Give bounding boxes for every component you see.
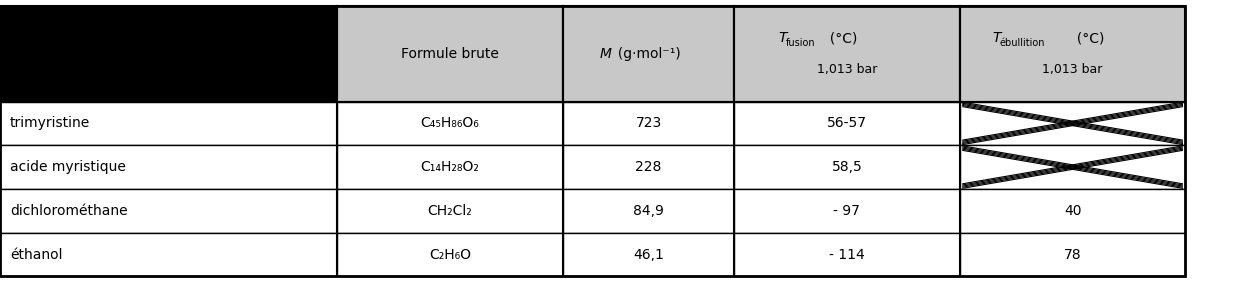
Bar bbox=[337, 145, 563, 189]
Text: acide myristique: acide myristique bbox=[10, 160, 125, 174]
Text: 723: 723 bbox=[635, 116, 662, 130]
Text: 58,5: 58,5 bbox=[832, 160, 862, 174]
Bar bbox=[563, 6, 734, 102]
Bar bbox=[734, 233, 960, 276]
Bar bbox=[960, 189, 1185, 233]
Bar bbox=[0, 233, 337, 276]
Text: ébullition: ébullition bbox=[999, 38, 1045, 48]
Bar bbox=[734, 102, 960, 145]
Bar bbox=[960, 145, 1185, 189]
Bar bbox=[734, 6, 960, 102]
Text: 78: 78 bbox=[1064, 248, 1081, 261]
Text: trimyristine: trimyristine bbox=[10, 116, 91, 130]
Bar bbox=[0, 145, 337, 189]
Text: (°C): (°C) bbox=[827, 31, 857, 45]
Text: 40: 40 bbox=[1064, 204, 1081, 218]
Text: - 97: - 97 bbox=[833, 204, 861, 218]
Bar bbox=[0, 6, 337, 102]
Bar bbox=[337, 102, 563, 145]
Bar bbox=[960, 102, 1185, 145]
Bar bbox=[563, 189, 734, 233]
Bar bbox=[0, 189, 337, 233]
Bar bbox=[734, 145, 960, 189]
Text: CH₂Cl₂: CH₂Cl₂ bbox=[428, 204, 472, 218]
Text: C₂H₆O: C₂H₆O bbox=[429, 248, 471, 261]
Text: 56-57: 56-57 bbox=[827, 116, 867, 130]
Bar bbox=[0, 102, 337, 145]
Bar bbox=[734, 189, 960, 233]
Text: - 114: - 114 bbox=[830, 248, 864, 261]
Text: fusion: fusion bbox=[786, 38, 816, 48]
Text: T: T bbox=[779, 31, 787, 45]
Text: C₁₄H₂₈O₂: C₁₄H₂₈O₂ bbox=[420, 160, 480, 174]
Text: 1,013 bar: 1,013 bar bbox=[1043, 63, 1102, 76]
Text: (°C): (°C) bbox=[1074, 31, 1104, 45]
Bar bbox=[563, 233, 734, 276]
Text: (g·mol⁻¹): (g·mol⁻¹) bbox=[615, 47, 681, 61]
Text: 46,1: 46,1 bbox=[634, 248, 663, 261]
Bar bbox=[337, 6, 563, 102]
Bar bbox=[337, 233, 563, 276]
Bar bbox=[337, 189, 563, 233]
Bar bbox=[563, 102, 734, 145]
Text: M: M bbox=[599, 47, 611, 61]
Text: éthanol: éthanol bbox=[10, 248, 62, 261]
Text: 1,013 bar: 1,013 bar bbox=[817, 63, 877, 76]
Bar bbox=[563, 145, 734, 189]
Text: C₄₅H₈₆O₆: C₄₅H₈₆O₆ bbox=[420, 116, 480, 130]
Text: T: T bbox=[992, 31, 1001, 45]
Text: 84,9: 84,9 bbox=[634, 204, 663, 218]
Text: Formule brute: Formule brute bbox=[402, 47, 498, 61]
Bar bbox=[960, 233, 1185, 276]
Text: 228: 228 bbox=[635, 160, 662, 174]
Bar bbox=[960, 6, 1185, 102]
Text: dichlorométhane: dichlorométhane bbox=[10, 204, 128, 218]
